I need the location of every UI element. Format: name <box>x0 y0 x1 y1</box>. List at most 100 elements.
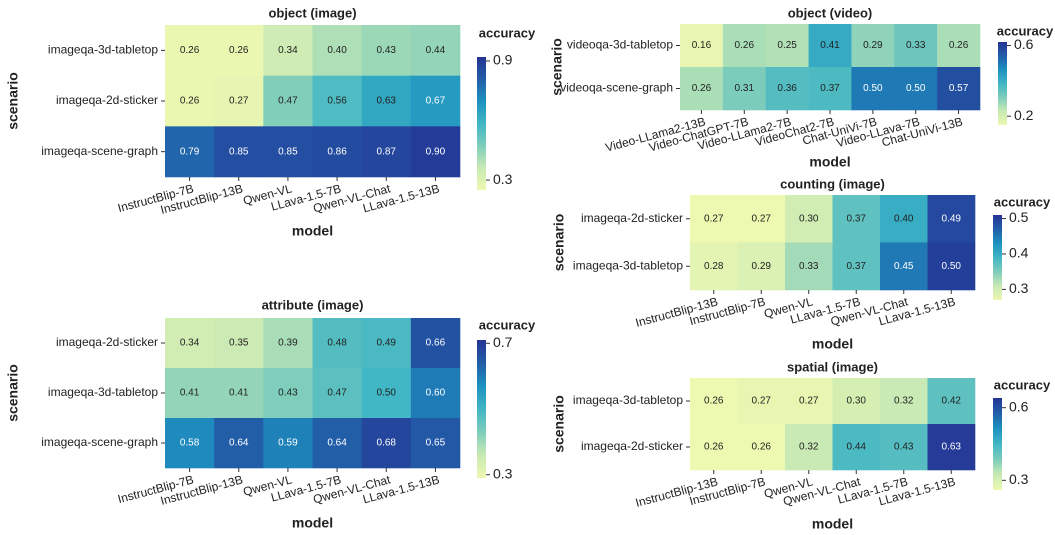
cell-label: 0.27 <box>752 213 772 224</box>
heatmap-cell <box>851 24 895 68</box>
heatmap-cell <box>832 378 881 425</box>
y-tick-label: imageqa-2d-sticker <box>581 439 683 453</box>
colorbar-tick-label: 0.5 <box>1009 209 1029 225</box>
y-tick-label: imageqa-3d-tabletop <box>573 258 683 272</box>
colorbar-tick-label: 0.2 <box>1014 107 1034 123</box>
x-axis-label: model <box>809 154 850 170</box>
y-tick-label: imageqa-3d-tabletop <box>48 385 158 399</box>
heatmap-cell <box>680 24 724 68</box>
colorbar <box>993 215 1002 300</box>
cell-label: 0.26 <box>229 45 249 56</box>
heatmap-cell <box>722 67 767 111</box>
heatmap-cell <box>410 318 461 369</box>
cell-label: 0.26 <box>704 442 724 453</box>
colorbar-tick-label: 0.6 <box>1014 36 1034 52</box>
heatmap-cell <box>832 424 881 471</box>
heatmap-cell <box>361 368 412 419</box>
heatmap-cell <box>927 195 976 243</box>
cell-label: 0.48 <box>327 338 347 349</box>
cell-label: 0.65 <box>426 438 446 449</box>
y-tick-label: imageqa-2d-sticker <box>581 211 683 225</box>
x-tick-label: Chat-UniVi-13B <box>880 114 964 149</box>
heatmap-cell <box>165 126 215 178</box>
cell-label: 0.47 <box>278 96 298 107</box>
chart-title: counting (image) <box>780 176 885 191</box>
heatmap-cell <box>410 418 461 469</box>
cell-label: 0.37 <box>847 261 867 272</box>
cell-label: 0.43 <box>377 45 397 56</box>
heatmap-cell <box>737 378 786 425</box>
x-axis-label: model <box>812 336 853 352</box>
cell-label: 0.63 <box>942 442 962 453</box>
heatmap-cell <box>312 368 362 419</box>
cell-label: 0.86 <box>327 146 347 157</box>
colorbar-label: accuracy <box>994 377 1051 392</box>
cell-label: 0.41 <box>820 40 840 51</box>
heatmap-cell <box>808 67 852 111</box>
cell-label: 0.42 <box>942 396 962 407</box>
heatmap-cell <box>312 318 362 369</box>
y-axis-label: scenario <box>551 395 567 453</box>
cell-label: 0.33 <box>906 40 926 51</box>
cell-label: 0.67 <box>426 96 446 107</box>
heatmap-cell <box>880 242 928 291</box>
cell-label: 0.41 <box>180 388 200 399</box>
cell-label: 0.49 <box>942 213 962 224</box>
cell-label: 0.28 <box>704 261 724 272</box>
cell-label: 0.32 <box>799 442 819 453</box>
heatmap-cell <box>410 368 461 419</box>
heatmap-cell <box>214 126 264 178</box>
heatmap-cell <box>263 318 313 369</box>
heatmap-cell <box>263 418 313 469</box>
cell-label: 0.40 <box>327 45 347 56</box>
heatmap-cell <box>894 24 938 68</box>
heatmap-cell <box>263 126 313 178</box>
cell-label: 0.58 <box>180 438 200 449</box>
heatmap-cell <box>312 418 362 469</box>
heatmap-cell <box>927 242 976 291</box>
heatmap-cell <box>165 418 215 469</box>
cell-label: 0.29 <box>863 40 883 51</box>
heatmap-cell <box>165 25 215 76</box>
heatmap-cell <box>214 418 264 469</box>
heatmap-cell <box>263 75 313 127</box>
cell-label: 0.26 <box>735 40 755 51</box>
cell-label: 0.40 <box>894 213 914 224</box>
heatmap-cell <box>737 242 786 291</box>
cell-label: 0.27 <box>752 396 772 407</box>
cell-label: 0.68 <box>377 438 397 449</box>
heatmap-cell <box>361 25 412 76</box>
cell-label: 0.44 <box>426 45 446 56</box>
cell-label: 0.25 <box>777 40 797 51</box>
heatmap-cell <box>214 25 264 76</box>
cell-label: 0.39 <box>278 338 298 349</box>
heatmap-panel: object (video) 0.16 0.26 0.25 0.41 0.29 0.33 0.… <box>549 5 1054 169</box>
y-tick-label: imageqa-3d-tabletop <box>573 393 683 407</box>
cell-label: 0.57 <box>949 83 969 94</box>
heatmap-cell <box>410 75 461 127</box>
cell-label: 0.31 <box>735 83 755 94</box>
cell-label: 0.50 <box>942 261 962 272</box>
cell-label: 0.37 <box>847 213 867 224</box>
cell-label: 0.26 <box>752 442 772 453</box>
cell-label: 0.63 <box>377 96 397 107</box>
heatmap-cell <box>214 75 264 127</box>
colorbar-tick-label: 0.9 <box>493 52 513 68</box>
cell-label: 0.66 <box>426 338 446 349</box>
heatmap-cell <box>722 24 767 68</box>
cell-label: 0.49 <box>377 338 397 349</box>
cell-label: 0.64 <box>229 438 249 449</box>
heatmap-cell <box>165 368 215 419</box>
colorbar <box>998 42 1007 125</box>
y-tick-label: imageqa-scene-graph <box>41 144 158 158</box>
colorbar-tick-label: 0.3 <box>1009 280 1029 296</box>
heatmap-cell <box>927 424 976 471</box>
heatmap-cell <box>361 75 412 127</box>
colorbar-tick-label: 0.3 <box>493 465 513 481</box>
y-tick-label: imageqa-3d-tabletop <box>48 43 158 57</box>
cell-label: 0.33 <box>799 261 819 272</box>
cell-label: 0.79 <box>180 146 200 157</box>
cell-label: 0.47 <box>327 388 347 399</box>
cell-label: 0.64 <box>327 438 347 449</box>
